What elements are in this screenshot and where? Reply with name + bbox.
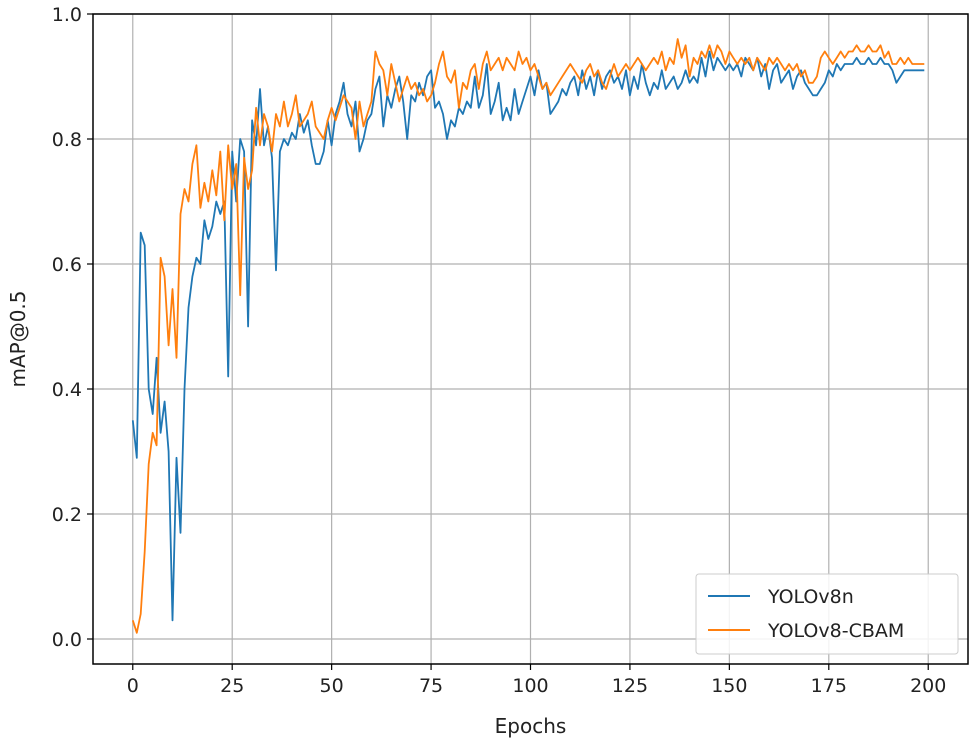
x-tick-label: 25 <box>220 675 244 697</box>
x-tick-label: 175 <box>811 675 847 697</box>
series-line-yolov8-cbam <box>131 38 925 634</box>
y-axis-title: mAP@0.5 <box>6 290 30 387</box>
legend-label-yolov8-cbam: YOLOv8-CBAM <box>767 620 904 642</box>
legend: YOLOv8n YOLOv8-CBAM <box>695 573 959 655</box>
legend-label-yolov8n: YOLOv8n <box>767 586 854 608</box>
x-tick-label: 0 <box>127 675 139 697</box>
legend-box <box>695 573 959 655</box>
x-tick-label: 125 <box>612 675 648 697</box>
grid <box>93 13 968 664</box>
x-axis-title: Epochs <box>495 714 567 738</box>
x-tick-label: 100 <box>512 675 548 697</box>
y-tick-label: 0.6 <box>52 254 82 276</box>
series-layer <box>131 38 925 634</box>
series-line-yolov8n <box>131 50 925 622</box>
y-tick-label: 0.4 <box>52 379 82 401</box>
y-tick-label: 0.2 <box>52 504 82 526</box>
y-tick-label: 0.0 <box>52 629 82 651</box>
x-tick-label: 75 <box>419 675 443 697</box>
x-tick-label: 50 <box>320 675 344 697</box>
axis-ticks: 0 25 50 75 100 125 150 175 200 0.0 0.2 0.4 0.6 0.8 1.0 <box>52 4 947 697</box>
x-tick-label: 200 <box>910 675 946 697</box>
x-tick-label: 150 <box>711 675 747 697</box>
y-tick-label: 0.8 <box>52 129 82 151</box>
y-tick-label: 1.0 <box>52 4 82 26</box>
